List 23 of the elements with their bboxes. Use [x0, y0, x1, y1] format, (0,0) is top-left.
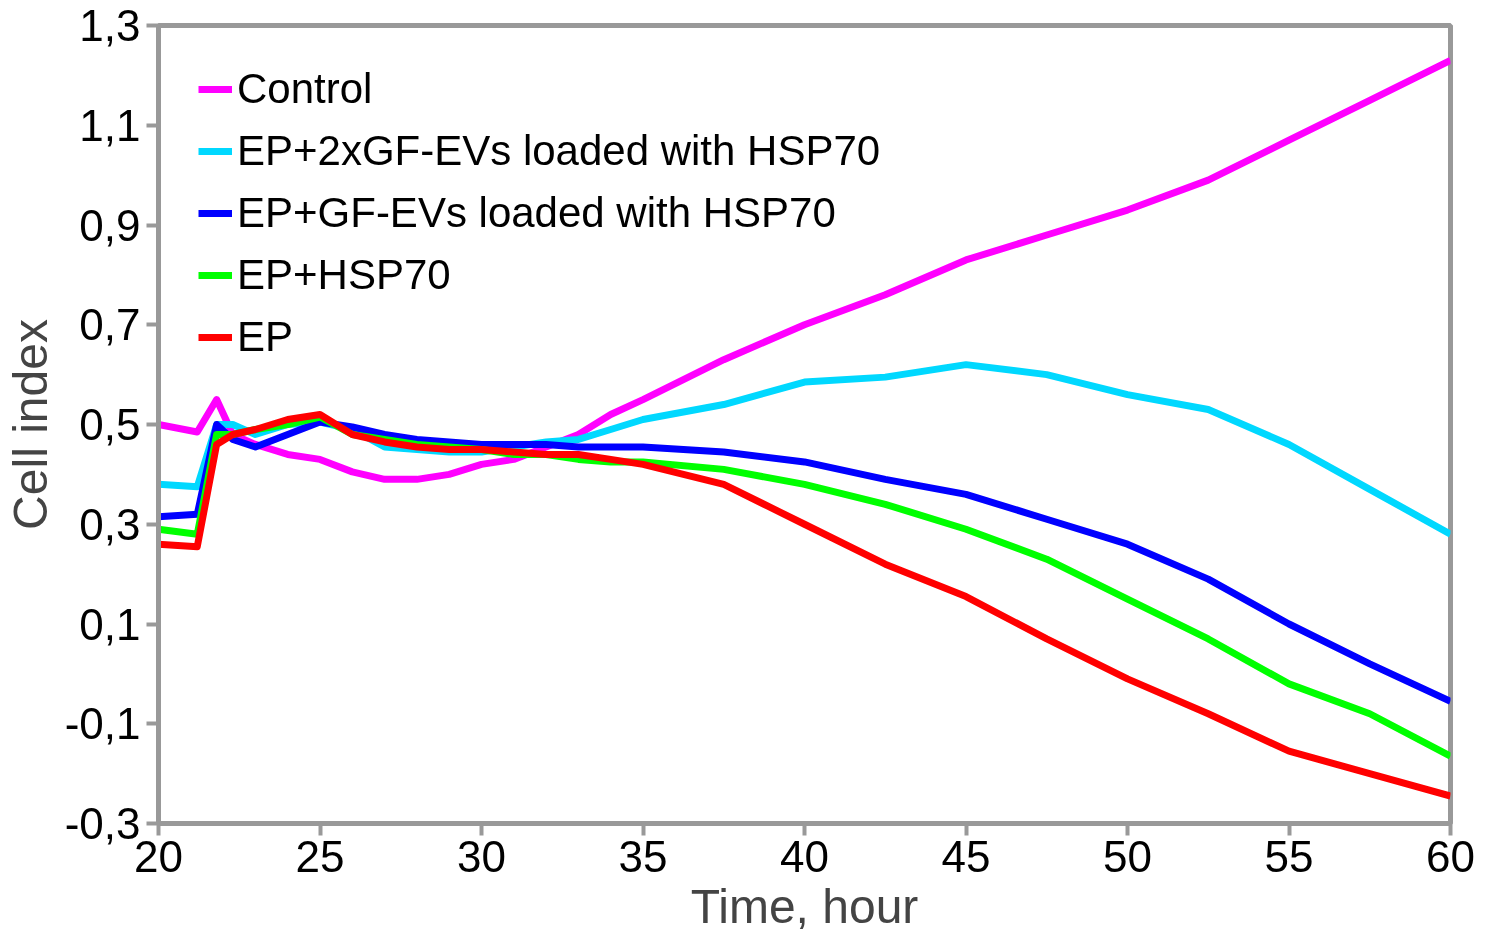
x-tick-label: 45 [941, 831, 991, 881]
y-tick-label: 1,1 [79, 100, 141, 150]
legend-label: EP+2xGF-EVs loaded with HSP70 [237, 127, 881, 175]
x-tick-label: 60 [1426, 831, 1475, 881]
y-tick-label: 0,9 [79, 200, 141, 250]
x-tick-label: 40 [780, 831, 829, 881]
x-axis-title: Time, hour [690, 879, 919, 933]
legend-label: Control [237, 65, 373, 113]
y-tick-label: 0,3 [79, 499, 141, 549]
y-tick-label: 0,1 [79, 599, 141, 649]
y-tick-label: 0,7 [79, 300, 141, 350]
y-tick-label: -0,1 [64, 699, 141, 749]
x-tick-label: 25 [295, 831, 345, 881]
legend-label: EP [237, 313, 294, 361]
x-tick-label: 50 [1103, 831, 1152, 881]
x-tick-label: 55 [1264, 831, 1314, 881]
y-axis-title: Cell index [3, 319, 57, 530]
y-tick-label: 0,5 [79, 400, 141, 449]
y-tick-label: 1,3 [79, 1, 141, 50]
legend-label: EP+GF-EVs loaded with HSP70 [237, 189, 836, 237]
x-tick-label: 30 [457, 831, 506, 881]
legend-label: EP+HSP70 [237, 251, 451, 299]
x-tick-label: 35 [618, 831, 668, 881]
